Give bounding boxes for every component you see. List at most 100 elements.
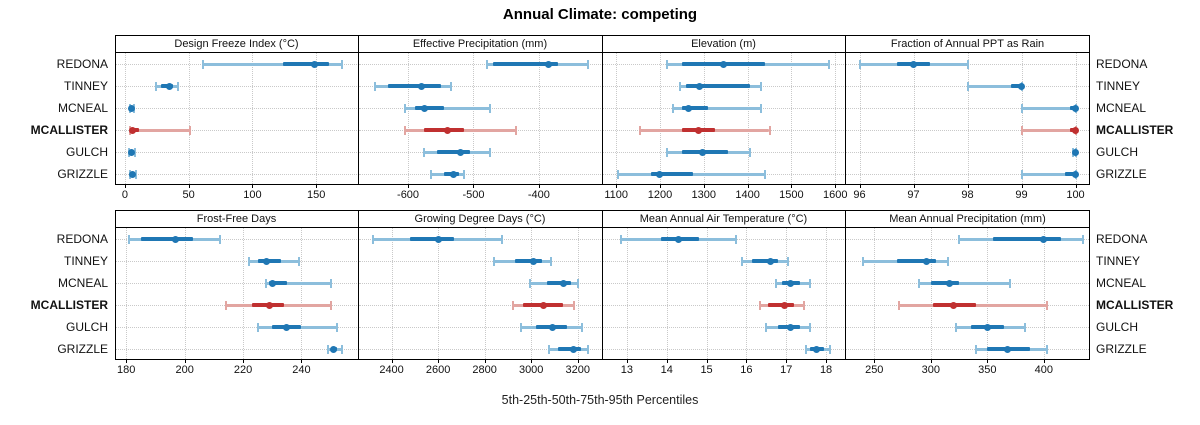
whisker-cap-95th (341, 344, 344, 354)
panel-header-title: Growing Degree Days (°C) (414, 213, 546, 225)
axis-tick (124, 184, 126, 188)
whisker-cap-95th (586, 59, 589, 69)
panel-header-title: Mean Annual Air Temperature (°C) (639, 213, 808, 225)
axis-tick (616, 184, 618, 188)
gridline-horizontal (603, 327, 844, 328)
gridline-vertical (188, 53, 190, 184)
axis-tick (706, 359, 708, 363)
whisker-cap-95th (946, 256, 949, 266)
median-dot-50th (1040, 235, 1048, 243)
site-label-right: GRIZZLE (1096, 167, 1147, 181)
panel-plot-area (603, 228, 844, 359)
gridline-vertical (666, 228, 668, 359)
gridline-vertical (746, 228, 748, 359)
axis-tick-label: 1500 (779, 189, 804, 201)
panel-plot-area (116, 228, 357, 359)
median-dot-50th (569, 345, 577, 353)
axis-tick (408, 184, 410, 188)
axis-tick-label: 2400 (379, 364, 404, 376)
median-dot-50th (983, 323, 991, 331)
whisker-cap-5th (247, 256, 250, 266)
axis-tick-label: 13 (620, 364, 634, 376)
interquartile-bar-25th-75th (1064, 172, 1076, 176)
interquartile-bar-25th-75th (140, 237, 194, 241)
gridline-vertical (967, 53, 969, 184)
axis-tick-label: 220 (233, 364, 253, 376)
gridline-horizontal (603, 305, 844, 306)
gridline-vertical (703, 53, 705, 184)
median-dot-50th (1018, 82, 1025, 90)
gridline-vertical (391, 228, 393, 359)
gridline-horizontal (846, 174, 1089, 175)
gridline-vertical (243, 228, 245, 359)
whisker-cap-5th (918, 278, 921, 288)
interquartile-bar-25th-75th (414, 106, 445, 110)
gridline-vertical (484, 228, 486, 359)
whisker-cap-95th (335, 322, 338, 332)
whisker-cap-5th (429, 169, 432, 179)
axis-tick-label: 97 (907, 189, 920, 201)
gridline-horizontal (846, 130, 1089, 131)
median-dot-50th (922, 257, 930, 265)
whisker-cap-95th (827, 59, 830, 69)
site-label-left: REDONA (56, 57, 108, 71)
site-label-right: TINNEY (1096, 79, 1141, 93)
axis-tick-label: 250 (865, 364, 884, 376)
gridline-vertical (659, 53, 661, 184)
gridline-horizontal (359, 283, 601, 284)
gridline-horizontal (359, 174, 601, 175)
median-dot-50th (766, 257, 774, 265)
median-dot-50th (1004, 345, 1012, 353)
interquartile-bar-25th-75th (388, 84, 441, 88)
gridline-horizontal (359, 86, 601, 87)
whisker-cap-5th (265, 278, 268, 288)
gridline-vertical (1075, 53, 1077, 184)
axis-tick (746, 359, 748, 363)
interquartile-bar-25th-75th (514, 259, 542, 263)
whisker-cap-95th (1023, 322, 1026, 332)
axis-tick (473, 184, 475, 188)
gridline-vertical (408, 53, 410, 184)
whisker-cap-95th (764, 169, 767, 179)
median-dot-50th (450, 170, 458, 178)
interquartile-bar-25th-75th (681, 106, 709, 110)
whisker-cap-5th (371, 234, 374, 244)
axis-tick (1075, 184, 1077, 188)
whisker-cap-95th (576, 278, 579, 288)
gridline-horizontal (359, 305, 601, 306)
whisker-cap-5th (958, 234, 961, 244)
whisker-cap-5th (403, 125, 406, 135)
axis-tick-label: 1300 (691, 189, 717, 201)
axis-tick-label: -400 (527, 189, 550, 201)
site-label-right: GRIZZLE (1096, 342, 1147, 356)
axis-tick-label: 15 (700, 364, 713, 376)
whisker-range-5th-95th (1021, 106, 1076, 110)
axis-tick (188, 184, 190, 188)
whisker-cap-5th (672, 103, 675, 113)
site-label-left: TINNEY (63, 254, 108, 268)
axis-tick (835, 184, 837, 188)
gridline-vertical (835, 53, 837, 184)
axis-tick (659, 184, 661, 188)
whisker-cap-5th (617, 169, 620, 179)
axis-tick (243, 359, 245, 363)
whisker-cap-95th (809, 322, 812, 332)
median-dot-50th (910, 60, 917, 68)
interquartile-bar-25th-75th (930, 281, 960, 285)
gridline-horizontal (846, 152, 1089, 153)
median-dot-50th (949, 301, 957, 309)
axis-tick (538, 184, 540, 188)
whisker-cap-95th (759, 103, 762, 113)
whisker-cap-95th (787, 256, 790, 266)
panel-header-title: Mean Annual Precipitation (mm) (889, 213, 1046, 225)
whisker-cap-5th (492, 256, 495, 266)
gridline-vertical (184, 228, 186, 359)
median-dot-50th (786, 279, 794, 287)
whisker-cap-5th (639, 125, 642, 135)
whisker-cap-95th (188, 125, 191, 135)
median-dot-50th (129, 170, 137, 178)
axis-tick (301, 359, 303, 363)
axis-tick-label: 240 (292, 364, 311, 376)
axis-tick-label: 14 (660, 364, 673, 376)
gridline-vertical (316, 53, 318, 184)
